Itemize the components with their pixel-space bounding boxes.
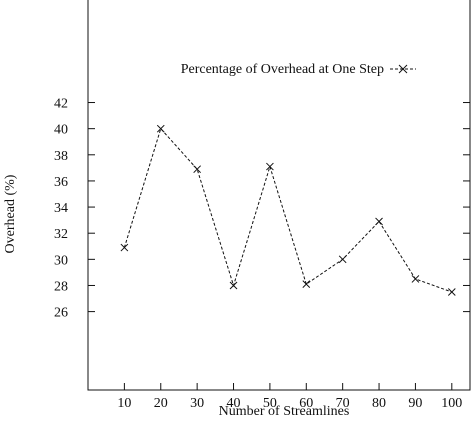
x-tick-label: 40 bbox=[227, 396, 241, 411]
x-tick-label: 60 bbox=[299, 396, 313, 411]
plot-frame bbox=[87, 0, 471, 391]
data-point-marker bbox=[302, 280, 311, 289]
data-point-marker bbox=[266, 162, 274, 171]
series-layer bbox=[120, 124, 456, 296]
y-tick-label: 42 bbox=[54, 97, 68, 112]
data-point-marker bbox=[447, 288, 456, 296]
y-tick-label: 32 bbox=[54, 227, 68, 242]
x-tick-label: 100 bbox=[441, 396, 462, 411]
y-tick-label: 28 bbox=[54, 279, 68, 294]
data-point-marker bbox=[375, 217, 383, 226]
x-axis-ticks: 10 20 30 40 50 60 70 80 90 100 bbox=[117, 383, 462, 411]
x-tick-label: 50 bbox=[263, 396, 277, 411]
x-axis-label: Number of Streamlines bbox=[219, 404, 350, 419]
x-tick-label: 20 bbox=[154, 396, 168, 411]
y-tick-label: 38 bbox=[54, 149, 68, 164]
data-point-marker bbox=[120, 243, 129, 252]
y-axis-label: Overhead (%) bbox=[3, 174, 18, 253]
x-tick-label: 90 bbox=[408, 396, 422, 411]
y-tick-label: 34 bbox=[54, 201, 68, 216]
y-tick-label: 40 bbox=[54, 123, 68, 138]
legend-label: Percentage of Overhead at One Step bbox=[181, 62, 384, 77]
data-point-marker bbox=[338, 255, 347, 264]
y-tick-label: 26 bbox=[54, 306, 68, 321]
y-tick-label: 36 bbox=[54, 175, 68, 190]
data-point-marker bbox=[229, 281, 238, 290]
data-point-marker bbox=[156, 124, 165, 133]
data-point-marker bbox=[411, 275, 420, 283]
legend: Percentage of Overhead at One Step bbox=[181, 62, 416, 77]
y-axis-ticks: 26 28 30 32 34 36 38 40 42 bbox=[54, 97, 470, 321]
y-tick-label: 30 bbox=[54, 253, 68, 268]
x-tick-label: 30 bbox=[190, 396, 204, 411]
x-tick-label: 70 bbox=[336, 396, 350, 411]
x-tick-label: 10 bbox=[117, 396, 131, 411]
x-tick-label: 80 bbox=[372, 396, 386, 411]
series-line bbox=[123, 127, 452, 293]
legend-marker bbox=[398, 64, 408, 74]
data-point-marker bbox=[193, 165, 201, 174]
